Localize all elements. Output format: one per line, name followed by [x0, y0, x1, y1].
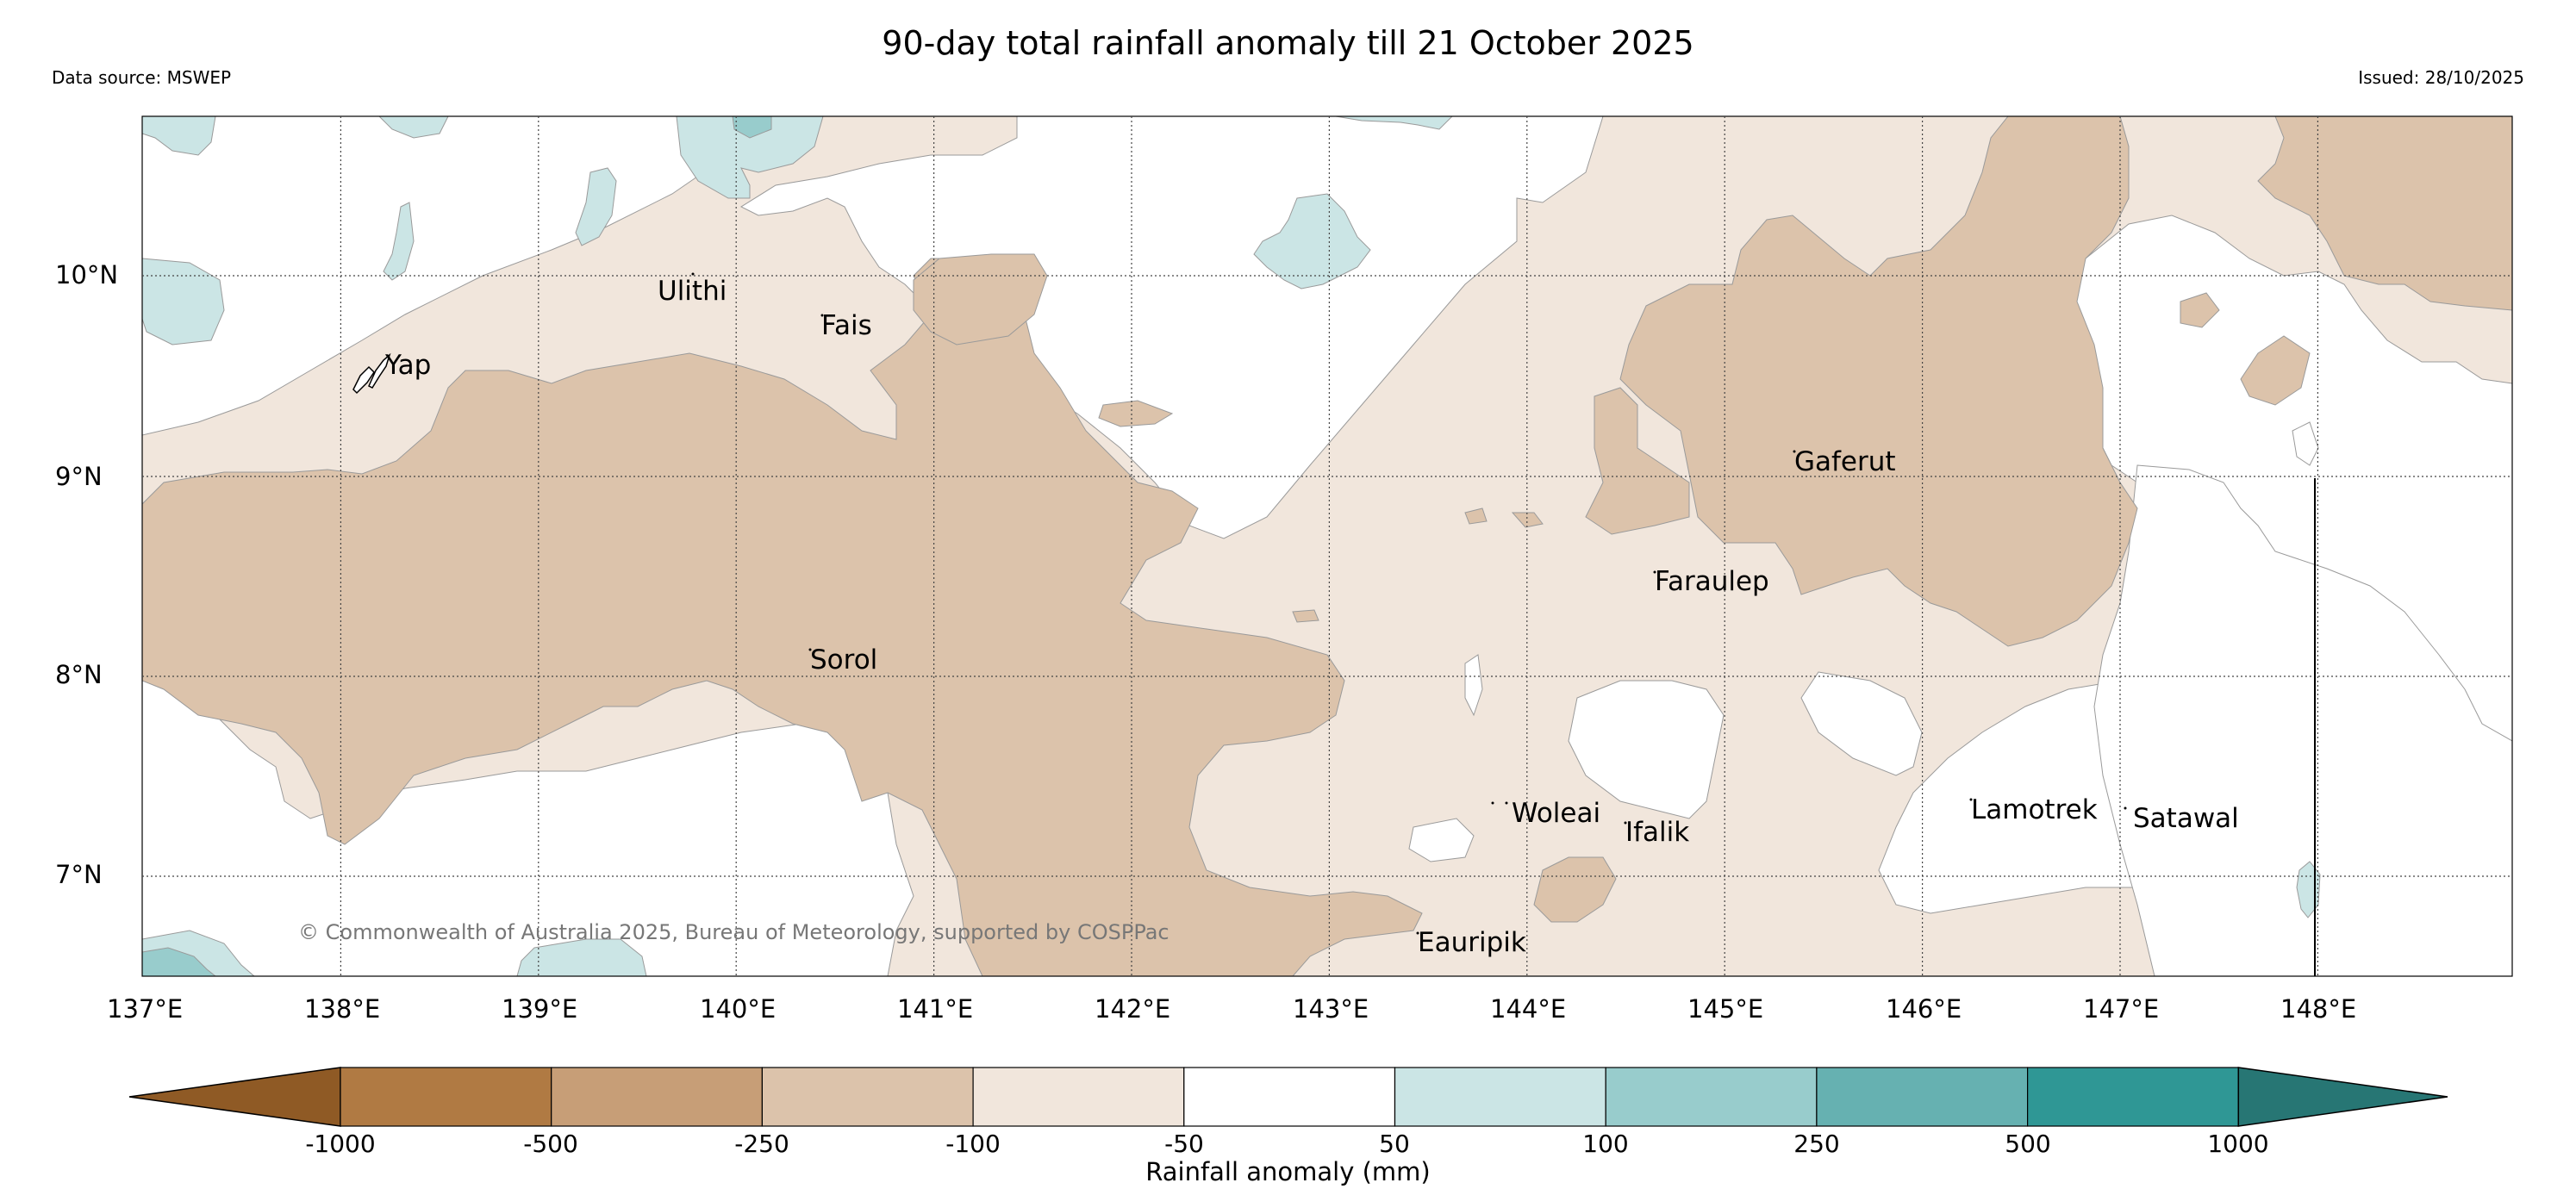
faraulep-atoll-marker: [1653, 570, 1656, 574]
near-normal-region: [1800, 671, 1923, 776]
wet-region: [575, 167, 617, 246]
graticule: [142, 116, 2512, 976]
dry-region: [2180, 292, 2220, 328]
dry-region: [1464, 507, 1488, 525]
dry-region: [142, 258, 1423, 976]
colorbar-tick-label: 50: [1379, 1130, 1410, 1158]
colorbar-tick-label: -500: [523, 1130, 578, 1158]
colorbar-tick-label: -50: [1164, 1130, 1204, 1158]
near-normal-region: [1464, 654, 1483, 717]
lon-tick-label: 139°E: [502, 994, 578, 1024]
wet-region: [142, 116, 216, 156]
satawal-island-marker: [2124, 806, 2127, 810]
place-label-faraulep: Faraulep: [1655, 566, 1769, 597]
colorbar-segment: [1605, 1067, 1818, 1127]
place-label-ulithi: Ulithi: [658, 276, 727, 307]
lamotrek-atoll-marker: [1969, 798, 1973, 801]
dry-region: [1098, 400, 1174, 427]
colorbar-segment: [1816, 1067, 2029, 1127]
dry-region: [1619, 116, 2138, 647]
lon-tick-label: 147°E: [2083, 994, 2160, 1024]
lat-tick-label: 10°N: [55, 260, 119, 289]
colorbar-segment: [1183, 1067, 1396, 1127]
wet-region: [383, 202, 415, 281]
woleai-atoll-marker: [1505, 801, 1508, 805]
place-label-ifalik: Ifalik: [1625, 817, 1690, 848]
yap-island-outline: [368, 352, 391, 389]
lat-tick-label: 8°N: [55, 660, 103, 689]
wet-region: [1253, 193, 1371, 289]
lon-tick-label: 146°E: [1886, 994, 1962, 1024]
place-label-gaferut: Gaferut: [1794, 446, 1896, 477]
colorbar-tick-label: 100: [1582, 1130, 1629, 1158]
lon-tick-label: 145°E: [1687, 994, 1764, 1024]
place-label-fais: Fais: [821, 310, 872, 341]
dry-region: [1585, 387, 1690, 535]
lon-tick-label: 143°E: [1293, 994, 1369, 1024]
wet-region: [516, 938, 647, 976]
colorbar-tick-label: -250: [734, 1130, 789, 1158]
lon-tick-label: 148°E: [2280, 994, 2357, 1024]
colorbar-extend-min: [128, 1067, 341, 1127]
ifalik-atoll-marker: [1624, 821, 1627, 825]
near-normal-region: [1408, 818, 1475, 862]
data-source-label: Data source: MSWEP: [52, 67, 232, 88]
colorbar-segment: [551, 1067, 764, 1127]
wet-region: [142, 258, 225, 345]
colorbar-tick-label: 500: [2005, 1130, 2051, 1158]
colorbar-segment: [761, 1067, 974, 1127]
colorbar-segment: [2027, 1067, 2239, 1127]
lon-tick-label: 144°E: [1490, 994, 1567, 1024]
lon-tick-label: 137°E: [107, 994, 184, 1024]
colorbar-segment: [1394, 1067, 1606, 1127]
sorol-atoll-marker: [808, 648, 812, 651]
place-label-eauripik: Eauripik: [1418, 927, 1526, 958]
ulithi-atoll-marker: [691, 272, 695, 276]
lon-tick-label: 142°E: [1095, 994, 1171, 1024]
near-normal-region: [2292, 421, 2319, 466]
lon-tick-label: 140°E: [700, 994, 777, 1024]
colorbar-tick-label: 250: [1793, 1130, 1840, 1158]
dry-region: [1292, 609, 1319, 623]
colorbar-extend-max: [2237, 1067, 2448, 1127]
yap-island-outline: [352, 365, 375, 395]
near-normal-region: [142, 680, 914, 976]
lon-tick-label: 141°E: [897, 994, 974, 1024]
dry-region: [1533, 856, 1617, 923]
lon-tick-label: 138°E: [304, 994, 381, 1024]
wetter-region: [142, 947, 216, 976]
place-label-satawal: Satawal: [2133, 803, 2239, 834]
colorbar-segment: [340, 1067, 552, 1127]
copyright-notice: © Commonwealth of Australia 2025, Bureau…: [298, 920, 1169, 944]
fais-island-marker: [820, 314, 824, 317]
colorbar-tick-label: -100: [945, 1130, 1001, 1158]
place-label-woleai: Woleai: [1512, 798, 1601, 829]
place-label-lamotrek: Lamotrek: [1971, 794, 2098, 825]
dry-region: [2240, 335, 2311, 406]
wetter-region: [732, 116, 772, 139]
eauripik-atoll-marker: [1416, 931, 1419, 935]
issued-date-label: Issued: 28/10/2025: [2358, 67, 2524, 88]
place-label-sorol: Sorol: [810, 644, 878, 675]
near-normal-region: [2093, 464, 2512, 976]
place-label-yap: Yap: [385, 350, 432, 381]
wet-region: [676, 116, 824, 199]
map-frame: [141, 115, 2513, 977]
colorbar-tick-label: -1000: [305, 1130, 376, 1158]
colorbar: [128, 1067, 2448, 1127]
woleai-atoll-marker: [1491, 801, 1494, 805]
wet-region: [378, 116, 449, 139]
gaferut-island-marker: [1793, 450, 1796, 453]
wet-region: [1335, 116, 1453, 130]
dry-region: [913, 253, 1048, 345]
near-normal-region: [1568, 680, 1725, 819]
map-title: 90-day total rainfall anomaly till 21 Oc…: [882, 24, 1694, 62]
lat-tick-label: 9°N: [55, 462, 103, 491]
colorbar-segment: [972, 1067, 1185, 1127]
colorbar-title: Rainfall anomaly (mm): [1145, 1157, 1431, 1186]
colorbar-tick-label: 1000: [2207, 1130, 2269, 1158]
lat-tick-label: 7°N: [55, 860, 103, 889]
